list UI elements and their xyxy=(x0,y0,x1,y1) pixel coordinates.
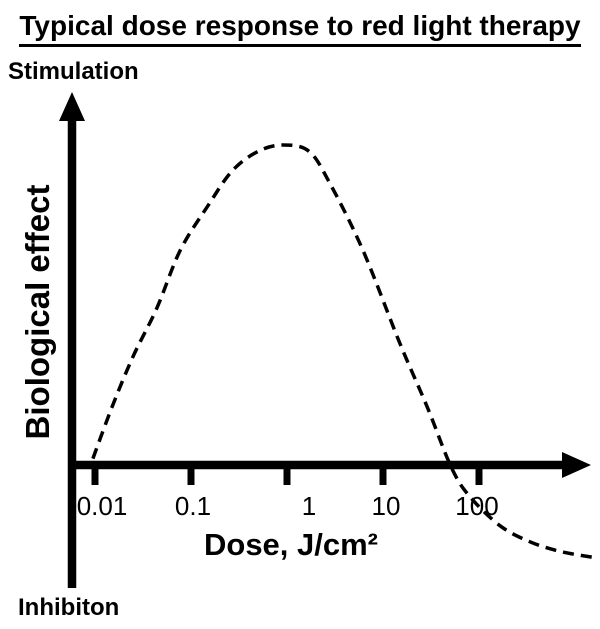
x-tick-label: 0.01 xyxy=(76,491,128,521)
x-tick xyxy=(475,466,483,485)
x-tick-label: 1 xyxy=(301,491,317,521)
x-tick xyxy=(283,466,291,485)
x-tick xyxy=(91,466,99,485)
x-axis-label: Dose, J/cm² xyxy=(203,527,379,562)
x-tick xyxy=(379,466,387,485)
chart-title-text: Typical dose response to red light thera… xyxy=(19,10,581,47)
x-tick-label: 10 xyxy=(371,491,401,521)
x-tick xyxy=(187,466,195,485)
inhibition-label: Inhibiton xyxy=(18,594,120,621)
x-axis-ticks xyxy=(91,466,483,485)
x-axis-arrow-right-icon xyxy=(562,452,591,478)
y-axis-arrow-up-icon xyxy=(59,92,85,121)
x-tick-label: 100 xyxy=(455,491,499,521)
x-tick-label: 0.1 xyxy=(174,491,212,521)
dose-response-curve xyxy=(91,143,597,560)
chart-title: Typical dose response to red light thera… xyxy=(0,10,600,47)
stimulation-label: Stimulation xyxy=(8,58,139,85)
